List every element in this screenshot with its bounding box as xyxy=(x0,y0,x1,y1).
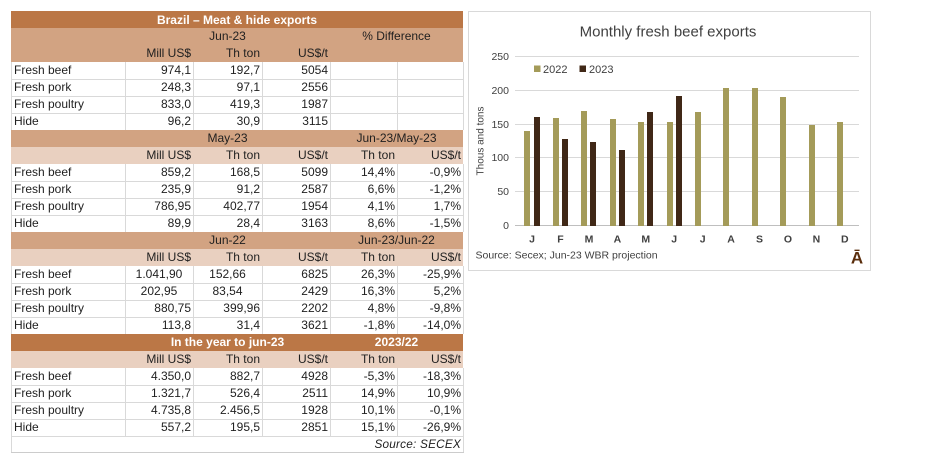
svg-text:150: 150 xyxy=(491,119,509,131)
svg-text:Monthly fresh beef exports: Monthly fresh beef exports xyxy=(580,24,757,41)
svg-text:J: J xyxy=(529,233,535,245)
svg-text:2023: 2023 xyxy=(589,64,613,76)
svg-text:0: 0 xyxy=(503,220,509,232)
svg-text:A: A xyxy=(614,233,622,245)
svg-text:2022: 2022 xyxy=(543,64,567,76)
svg-text:Ā: Ā xyxy=(851,249,863,268)
svg-text:50: 50 xyxy=(497,186,509,198)
svg-text:D: D xyxy=(841,233,849,245)
svg-text:M: M xyxy=(585,233,594,245)
svg-text:N: N xyxy=(813,233,821,245)
svg-text:J: J xyxy=(700,233,706,245)
svg-text:250: 250 xyxy=(491,51,509,63)
svg-text:100: 100 xyxy=(491,152,509,164)
svg-text:F: F xyxy=(557,233,564,245)
svg-text:A: A xyxy=(727,233,735,245)
svg-text:J: J xyxy=(671,233,677,245)
svg-text:O: O xyxy=(784,233,792,245)
svg-text:200: 200 xyxy=(491,85,509,97)
svg-text:Source: Secex; Jun-23 WBR proj: Source: Secex; Jun-23 WBR projection xyxy=(476,250,658,262)
svg-text:S: S xyxy=(756,233,763,245)
svg-text:Thous and tons: Thous and tons xyxy=(476,107,487,176)
svg-text:M: M xyxy=(641,233,650,245)
